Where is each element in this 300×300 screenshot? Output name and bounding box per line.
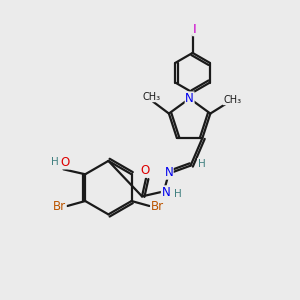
- Text: Br: Br: [151, 200, 164, 214]
- Text: N: N: [164, 166, 173, 179]
- Text: H: H: [174, 189, 182, 200]
- Text: H: H: [198, 159, 205, 169]
- Text: CH₃: CH₃: [142, 92, 160, 102]
- Text: N: N: [161, 186, 170, 199]
- Text: I: I: [193, 22, 196, 36]
- Text: O: O: [140, 164, 150, 177]
- Text: N: N: [185, 92, 194, 105]
- Text: Br: Br: [53, 200, 66, 214]
- Text: H: H: [51, 158, 58, 167]
- Text: O: O: [61, 156, 70, 169]
- Text: CH₃: CH₃: [223, 95, 241, 105]
